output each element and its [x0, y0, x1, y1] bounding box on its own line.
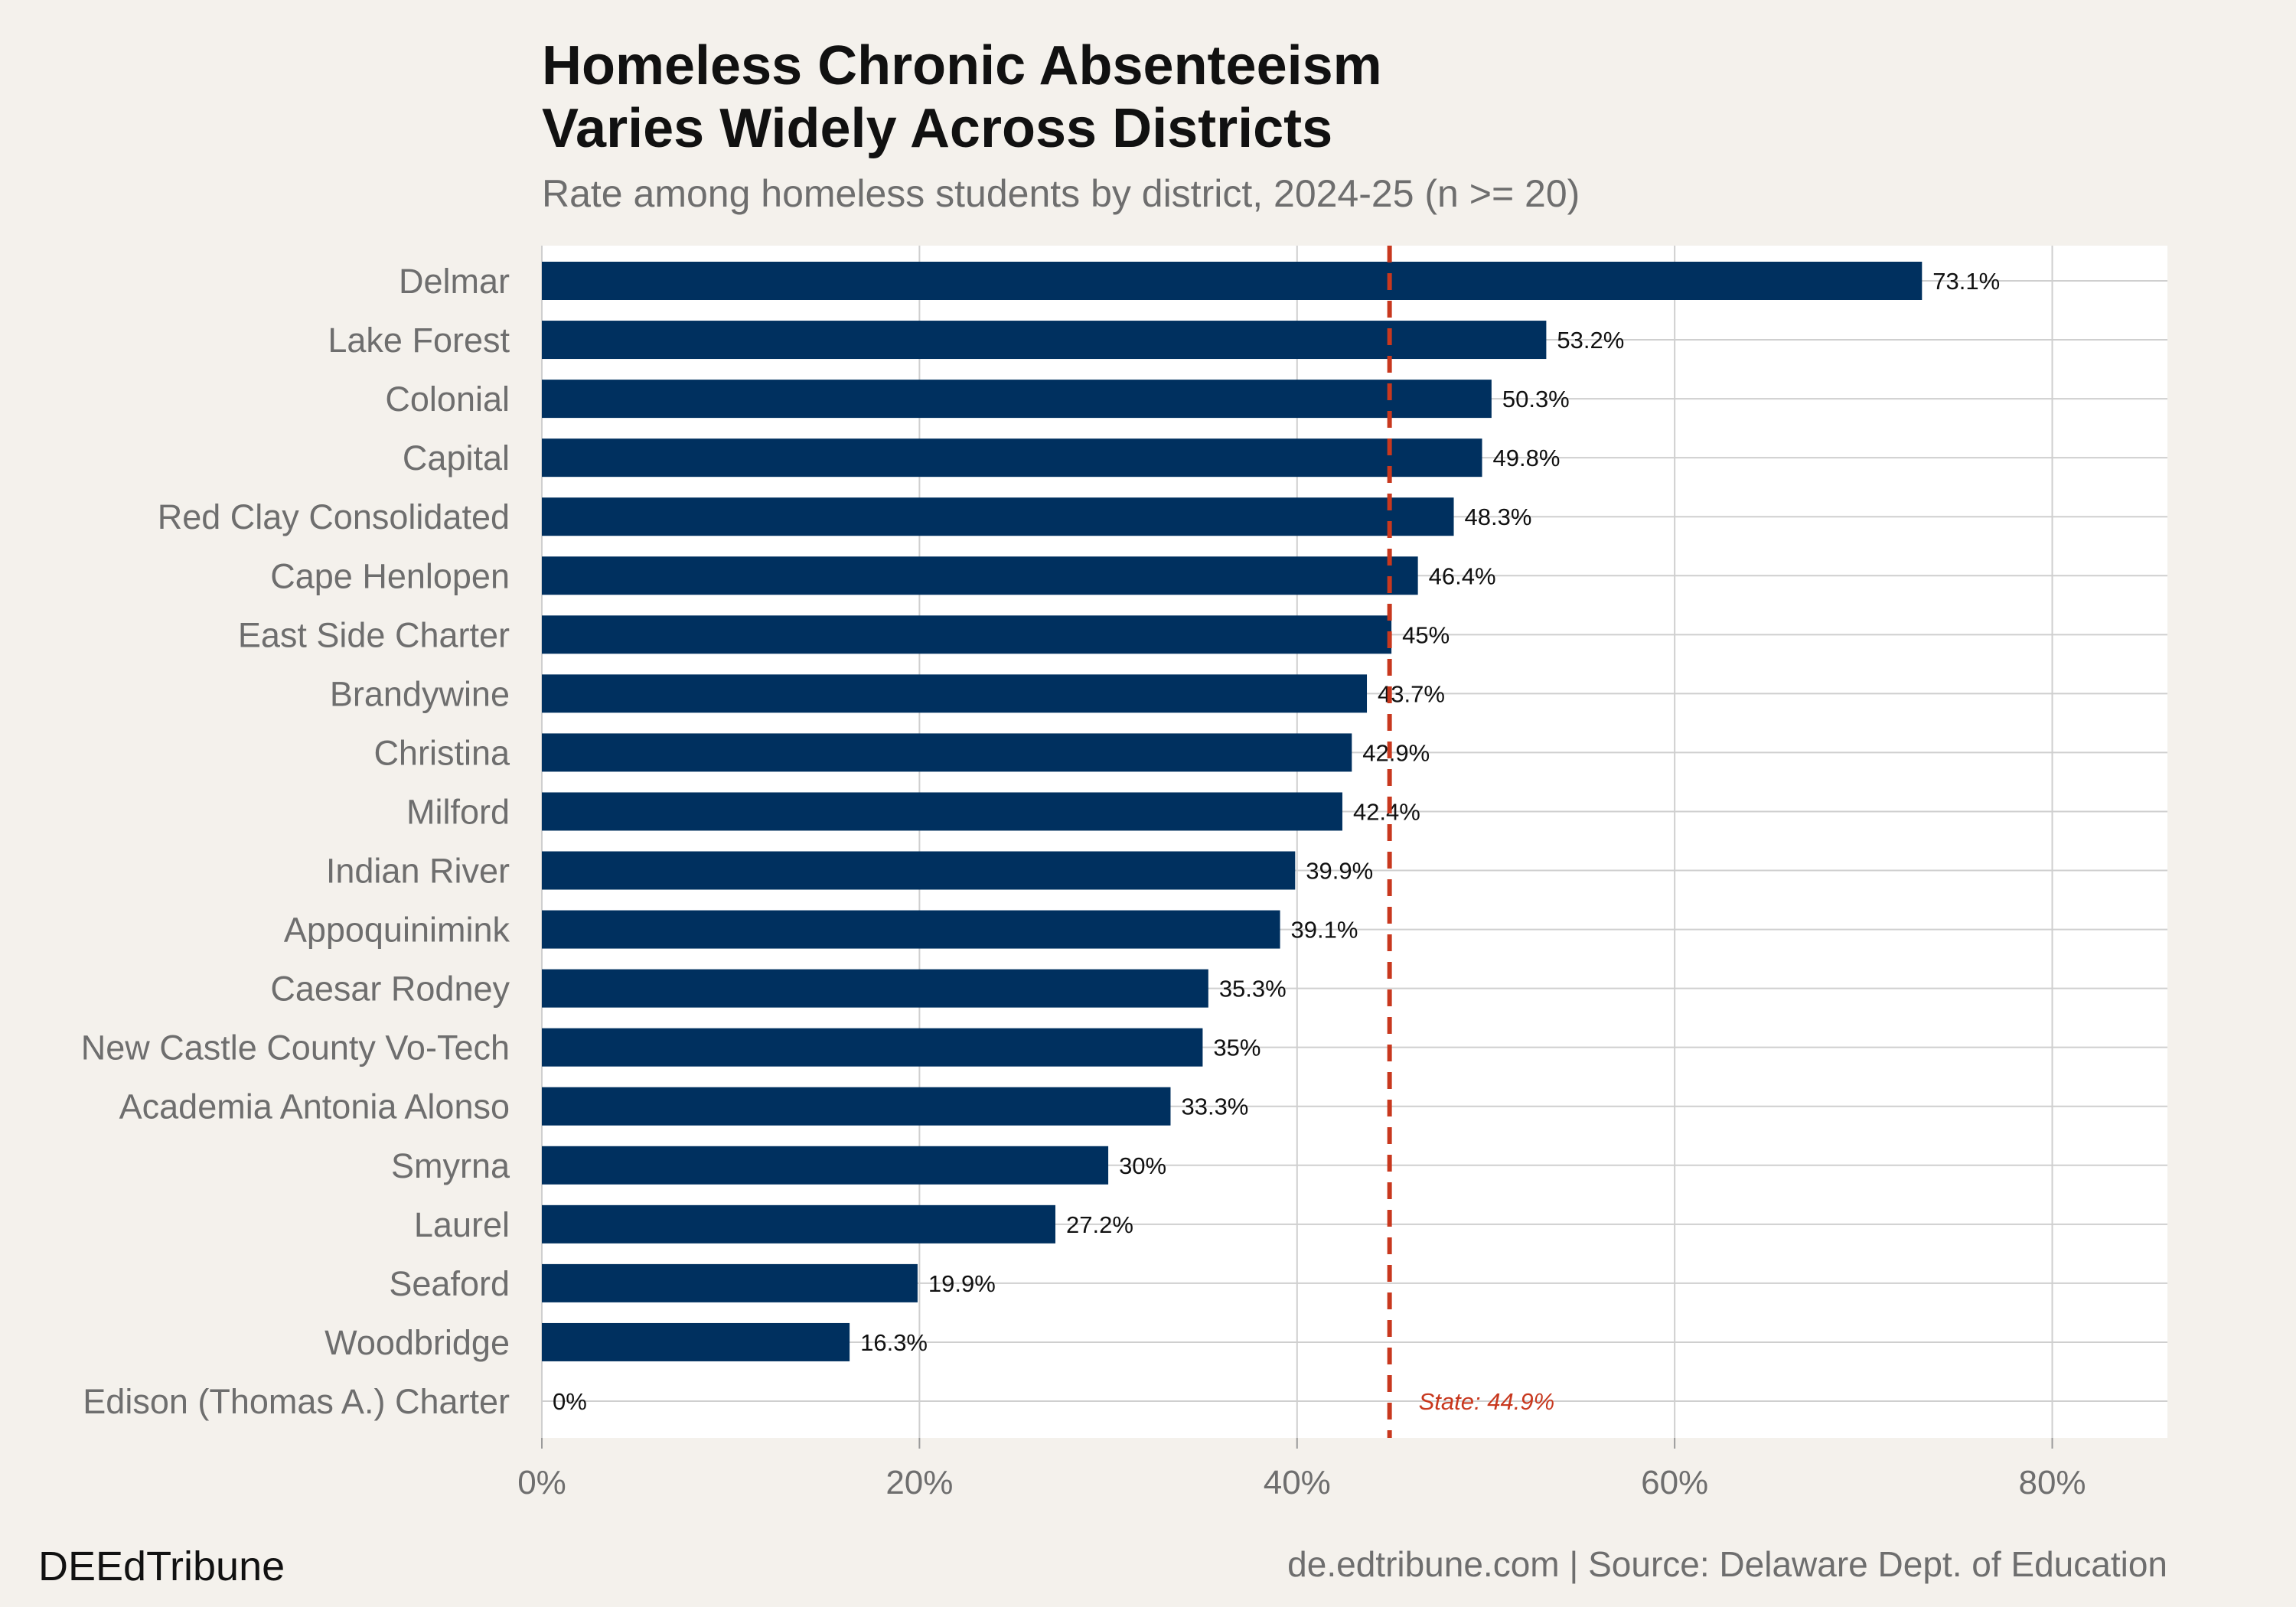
y-tick-label: Lake Forest [328, 321, 510, 360]
bar [542, 910, 1280, 949]
y-tick-label: Caesar Rodney [270, 970, 510, 1009]
plot-panel [542, 246, 2167, 1438]
y-tick-label: Woodbridge [325, 1323, 510, 1362]
y-tick-label: Edison (Thomas A.) Charter [83, 1382, 510, 1421]
value-label: 27.2% [1066, 1211, 1133, 1238]
bar [542, 1087, 1171, 1126]
value-label: 42.4% [1353, 798, 1420, 825]
chart-title: Varies Widely Across Districts [542, 98, 1332, 159]
x-tick-label: 0% [517, 1464, 566, 1501]
bar [542, 1322, 850, 1361]
bar [542, 438, 1482, 478]
value-label: 0% [553, 1388, 587, 1415]
bar [542, 969, 1208, 1008]
bar [542, 851, 1296, 890]
bar [542, 674, 1368, 713]
y-tick-label: Brandywine [330, 674, 510, 713]
value-label: 39.1% [1291, 917, 1358, 944]
bar [542, 556, 1418, 595]
caption-right: de.edtribune.com | Source: Delaware Dept… [1287, 1544, 2167, 1584]
value-label: 53.2% [1557, 327, 1624, 354]
y-tick-label: Colonial [385, 380, 510, 419]
bar [542, 262, 1923, 300]
y-tick-label: New Castle County Vo-Tech [81, 1028, 510, 1068]
value-label: 49.8% [1493, 445, 1561, 471]
y-tick-label: Smyrna [391, 1146, 510, 1185]
y-tick-label: Red Clay Consolidated [158, 497, 510, 536]
x-tick-label: 80% [2018, 1464, 2086, 1501]
y-tick-label: Appoquinimink [284, 911, 510, 950]
y-tick-label: Capital [403, 438, 510, 478]
value-label: 42.9% [1362, 739, 1430, 766]
y-tick-label: Seaford [389, 1264, 510, 1303]
x-tick-label: 60% [1641, 1464, 1708, 1501]
bar [542, 1204, 1055, 1244]
y-tick-label: Academia Antonia Alonso [119, 1087, 510, 1126]
value-label: 30% [1119, 1152, 1166, 1179]
x-tick-label: 40% [1264, 1464, 1331, 1501]
value-label: 16.3% [860, 1329, 928, 1356]
y-tick-label: Cape Henlopen [270, 556, 510, 595]
value-label: 50.3% [1502, 386, 1570, 412]
y-tick-label: Laurel [414, 1205, 510, 1244]
x-tick-label: 20% [885, 1464, 953, 1501]
value-label: 45% [1402, 621, 1450, 648]
chart-title: Homeless Chronic Absenteeism [542, 35, 1382, 96]
bar [542, 733, 1352, 772]
value-label: 48.3% [1465, 504, 1532, 530]
bar [542, 792, 1342, 831]
value-label: 35% [1213, 1035, 1261, 1061]
bar [542, 1028, 1203, 1067]
y-tick-label: Indian River [326, 852, 510, 891]
bar [542, 497, 1454, 536]
bar [542, 615, 1392, 654]
y-tick-label: Delmar [399, 262, 510, 301]
value-label: 35.3% [1219, 976, 1287, 1002]
value-label: 39.9% [1306, 858, 1373, 885]
value-label: 19.9% [928, 1270, 996, 1297]
value-label: 73.1% [1932, 268, 2000, 295]
bar [542, 1146, 1109, 1185]
chart-subtitle: Rate among homeless students by district… [542, 172, 1580, 215]
y-tick-label: Milford [406, 792, 510, 831]
caption-left: DEEdTribune [38, 1543, 285, 1589]
value-label: 46.4% [1429, 562, 1496, 589]
bar [542, 380, 1492, 419]
y-tick-label: Christina [373, 733, 510, 772]
reference-label: State: 44.9% [1419, 1388, 1555, 1415]
value-label: 33.3% [1181, 1094, 1248, 1120]
y-tick-label: East Side Charter [238, 615, 510, 654]
bar [542, 1263, 918, 1302]
bar [542, 321, 1547, 360]
